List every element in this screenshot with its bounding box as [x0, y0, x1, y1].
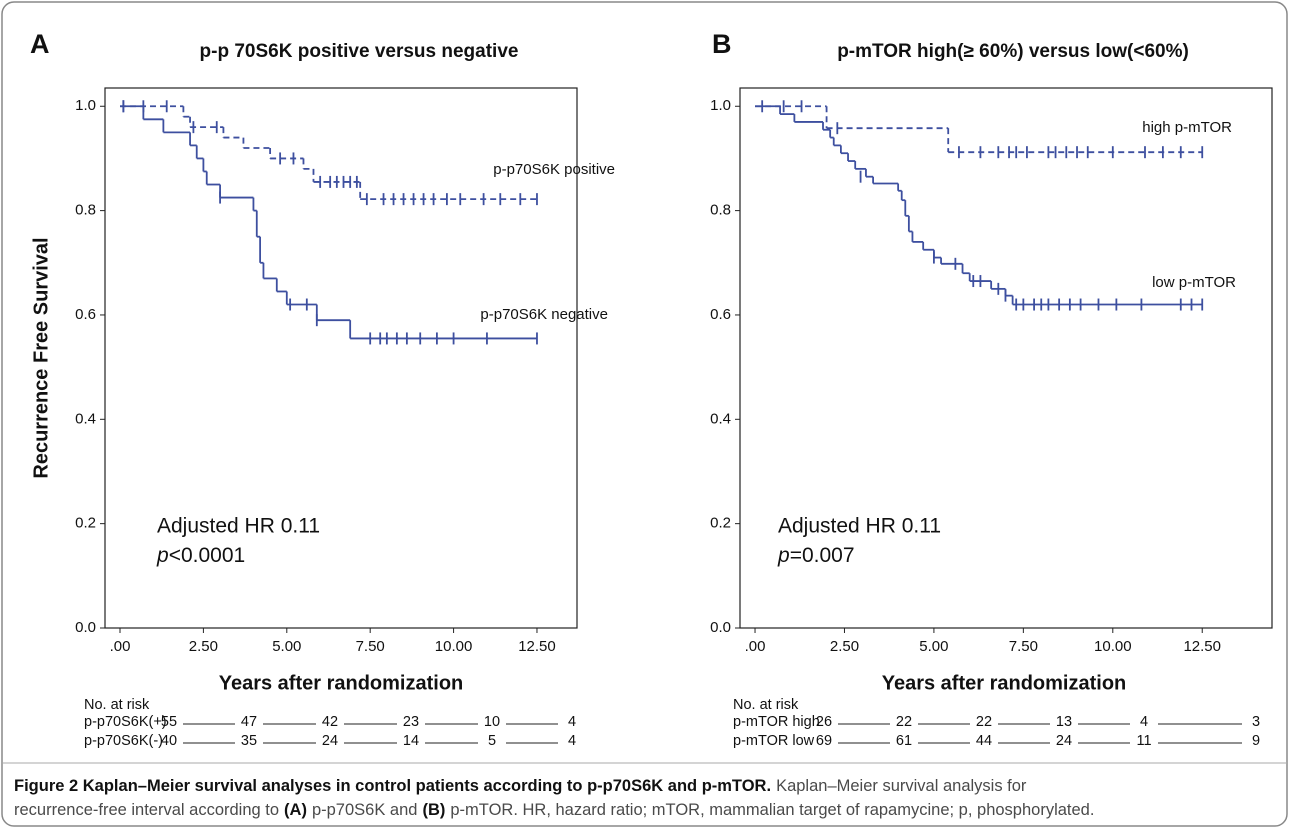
risk-count: 4 — [568, 733, 576, 749]
risk-count: 69 — [816, 733, 832, 749]
y-tick-label: 1.0 — [710, 97, 731, 114]
x-tick-label: 7.50 — [356, 638, 385, 655]
y-tick-label: 0.4 — [75, 410, 96, 427]
y-tick-label: 0.2 — [75, 515, 96, 532]
y-tick-label: 0.0 — [710, 619, 731, 636]
x-tick-label: 10.00 — [1094, 638, 1132, 655]
y-tick-label: 1.0 — [75, 97, 96, 114]
risk-row-label: p-mTOR low — [733, 733, 815, 749]
x-tick-label: 5.00 — [919, 638, 948, 655]
x-tick-label: 5.00 — [272, 638, 301, 655]
risk-count: 3 — [1252, 714, 1260, 730]
y-tick-label: 0.2 — [710, 515, 731, 532]
p-symbol: p — [156, 544, 169, 567]
risk-row-label: p-mTOR high — [733, 714, 820, 730]
risk-row-label: p-p70S6K(+) — [84, 714, 167, 730]
risk-count: 22 — [896, 714, 912, 730]
risk-count: 4 — [568, 714, 576, 730]
risk-count: 5 — [488, 733, 496, 749]
caption-segment: Figure 2 Kaplan–Meier survival analyses … — [14, 777, 771, 795]
hazard-ratio: Adjusted HR 0.11 — [157, 515, 320, 538]
risk-count: 23 — [403, 714, 419, 730]
plot-frame — [739, 87, 1273, 629]
curve-label: p-p70S6K positive — [493, 161, 615, 178]
panel-letter: B — [712, 29, 732, 59]
risk-count: 26 — [816, 714, 832, 730]
chart-title: p-p 70S6K positive versus negative — [200, 41, 519, 62]
curve-label: low p-mTOR — [1152, 274, 1236, 291]
y-tick-label: 0.0 — [75, 619, 96, 636]
x-tick-label: 10.00 — [435, 638, 473, 655]
x-tick-label: .00 — [110, 638, 131, 655]
risk-count: 9 — [1252, 733, 1260, 749]
y-tick-label: 0.8 — [75, 202, 96, 219]
caption-segment: (B) — [422, 801, 445, 819]
risk-title: No. at risk — [733, 697, 799, 713]
y-tick-label: 0.6 — [75, 306, 96, 323]
panel-letter: A — [30, 29, 50, 59]
risk-count: 35 — [241, 733, 257, 749]
caption-segment: Kaplan–Meier survival analysis for — [776, 777, 1027, 795]
caption-line: recurrence-free interval according to (A)… — [14, 801, 1094, 819]
plot-frame — [104, 87, 578, 629]
caption-line: Figure 2 Kaplan–Meier survival analyses … — [14, 777, 1027, 795]
risk-count: 14 — [403, 733, 419, 749]
caption-segment: recurrence-free interval according to — [14, 801, 279, 819]
x-tick-label: 2.50 — [189, 638, 218, 655]
risk-count: 24 — [322, 733, 338, 749]
y-tick-label: 0.4 — [710, 410, 731, 427]
curve-label: high p-mTOR — [1142, 119, 1232, 136]
caption-segment: p-mTOR. HR, hazard ratio; mTOR, mammalia… — [450, 801, 1094, 819]
curve-label: p-p70S6K negative — [480, 306, 608, 323]
risk-count: 40 — [161, 733, 177, 749]
caption-segment: (A) — [284, 801, 307, 819]
risk-row-label: p-p70S6K(-) — [84, 733, 163, 749]
y-tick-label: 0.8 — [710, 202, 731, 219]
x-tick-label: .00 — [745, 638, 766, 655]
risk-count: 55 — [161, 714, 177, 730]
chart-title: p-mTOR high(≥ 60%) versus low(<60%) — [837, 41, 1189, 62]
x-tick-label: 12.50 — [1183, 638, 1221, 655]
risk-count: 22 — [976, 714, 992, 730]
risk-count: 10 — [484, 714, 500, 730]
hazard-ratio: Adjusted HR 0.11 — [778, 515, 941, 538]
p-symbol: p — [777, 544, 790, 567]
caption-segment: p-p70S6K and — [312, 801, 418, 819]
p-value: <0.0001 — [169, 544, 246, 567]
x-axis-title: Years after randomization — [219, 672, 464, 694]
p-value-line: p<0.0001 — [156, 544, 245, 567]
risk-count: 44 — [976, 733, 992, 749]
risk-count: 24 — [1056, 733, 1072, 749]
x-tick-label: 12.50 — [518, 638, 556, 655]
risk-count: 47 — [241, 714, 257, 730]
risk-count: 11 — [1136, 733, 1151, 749]
risk-count: 4 — [1140, 714, 1148, 730]
p-value-line: p=0.007 — [777, 544, 855, 567]
risk-count: 42 — [322, 714, 338, 730]
x-tick-label: 2.50 — [830, 638, 859, 655]
x-tick-label: 7.50 — [1009, 638, 1038, 655]
x-axis-title: Years after randomization — [882, 672, 1127, 694]
risk-count: 61 — [896, 733, 912, 749]
y-tick-label: 0.6 — [710, 306, 731, 323]
y-axis-title: Recurrence Free Survival — [30, 237, 52, 478]
p-value: =0.007 — [790, 544, 855, 567]
risk-title: No. at risk — [84, 697, 150, 713]
risk-count: 13 — [1056, 714, 1072, 730]
